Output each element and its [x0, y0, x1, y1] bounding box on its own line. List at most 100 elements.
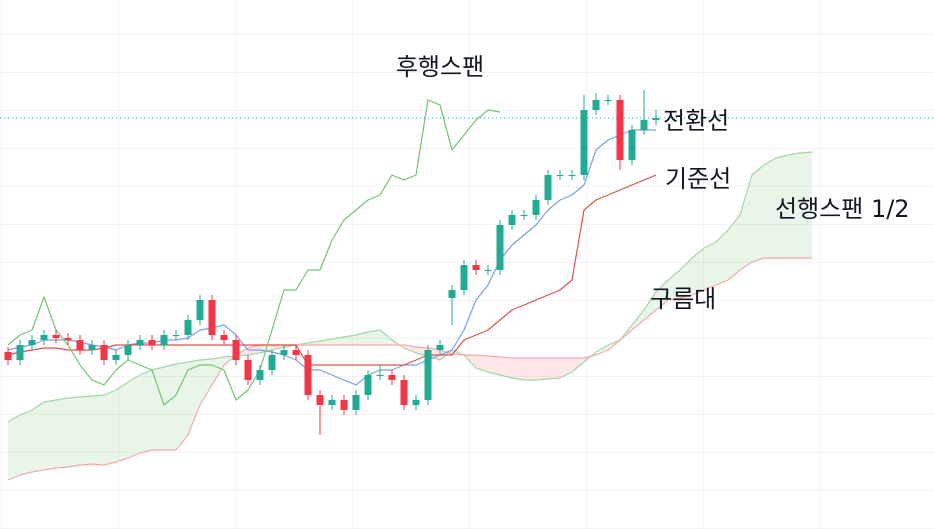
cloud-segment — [716, 230, 728, 285]
leading-span-b — [7, 257, 812, 481]
candle-body — [40, 335, 48, 340]
cloud-segment — [800, 152, 812, 258]
cloud-segment — [728, 215, 740, 280]
cloud-segment — [356, 332, 368, 345]
candle-body — [328, 400, 336, 405]
candle-body — [616, 100, 624, 160]
lagging-span-label: 후행스팬 — [396, 53, 484, 81]
cloud-segment — [788, 153, 800, 258]
leading-span-label: 선행스팬 1/2 — [775, 195, 910, 223]
cloud-segment — [524, 358, 536, 380]
cloud-segment — [488, 356, 500, 375]
candle-body — [256, 370, 264, 380]
cloud-segment — [740, 175, 752, 270]
base-line-label: 기준선 — [665, 165, 731, 193]
cloud-segment — [176, 362, 188, 450]
cloud-segment — [548, 358, 560, 379]
candle-body — [124, 345, 132, 355]
candle-body — [148, 340, 156, 345]
conversion-line-label: 전환선 — [663, 107, 729, 135]
candle-body — [172, 335, 180, 336]
cloud-segment — [572, 358, 584, 372]
candle-body — [160, 335, 168, 345]
candle-body — [100, 345, 108, 360]
cloud-segment — [128, 375, 140, 458]
cloud-segment — [380, 330, 392, 345]
cloud-segment — [116, 382, 128, 462]
candle-body — [184, 320, 192, 335]
candle-layer — [4, 90, 660, 435]
cloud-segment — [764, 158, 776, 258]
cloud-segment — [140, 370, 152, 453]
cloud-segment — [368, 330, 380, 345]
cloud-segment — [476, 355, 488, 372]
candle-body — [604, 100, 612, 101]
cloud-segment — [44, 400, 56, 470]
candle-body — [640, 120, 648, 130]
candle-body — [496, 225, 504, 270]
candle-body — [436, 345, 444, 350]
candle-body — [592, 100, 600, 110]
cloud-segment — [56, 398, 68, 468]
candle-body — [76, 340, 84, 350]
cloud-segment — [92, 395, 104, 465]
cloud-segment — [776, 155, 788, 258]
candle-body — [460, 265, 468, 290]
candle-body — [28, 340, 36, 345]
cloud-segment — [164, 364, 176, 450]
candle-body — [112, 355, 120, 360]
candle-body — [520, 215, 528, 216]
candle-body — [556, 175, 564, 176]
cloud-segment — [32, 402, 44, 472]
cloud-segment — [344, 335, 356, 345]
candle-body — [484, 270, 492, 271]
candle-body — [136, 340, 144, 345]
cloud-layer — [7, 151, 813, 481]
candle-body — [244, 360, 252, 380]
cloud-segment — [536, 358, 548, 380]
candle-body — [652, 118, 660, 120]
leading-span-a — [7, 151, 813, 423]
candle-body — [448, 290, 456, 298]
candle-body — [64, 338, 72, 340]
cloud-segment — [692, 248, 704, 295]
indicator-line — [7, 174, 657, 366]
candle-body — [280, 350, 288, 355]
cloud-segment — [20, 410, 32, 475]
cloud-segment — [80, 396, 92, 465]
candle-body — [508, 215, 516, 225]
cloud-segment — [752, 165, 764, 262]
cloud-label: 구름대 — [650, 285, 716, 313]
cloud-segment — [500, 357, 512, 378]
indicator-line — [7, 99, 501, 406]
candle-body — [292, 350, 300, 355]
candle-body — [4, 352, 12, 360]
cloud-segment — [8, 415, 20, 480]
cloud-segment — [596, 345, 608, 355]
cloud-segment — [512, 358, 524, 380]
cloud-segment — [68, 397, 80, 467]
candle-body — [232, 340, 240, 360]
candle-body — [628, 130, 636, 160]
candle-body — [220, 335, 228, 340]
candle-body — [532, 200, 540, 215]
candle-body — [580, 110, 588, 175]
cloud-segment — [680, 258, 692, 298]
candle-body — [400, 380, 408, 405]
candle-body — [196, 300, 204, 320]
candle-body — [544, 175, 552, 200]
candle-body — [424, 350, 432, 400]
cloud-segment — [704, 242, 716, 290]
candle-body — [568, 175, 576, 176]
candle-body — [268, 355, 276, 370]
candle-body — [352, 395, 360, 410]
cloud-segment — [188, 360, 200, 435]
cloud-segment — [212, 357, 224, 385]
cloud-segment — [200, 359, 212, 405]
candle-body — [52, 335, 60, 338]
cloud-segment — [632, 310, 644, 330]
candle-body — [88, 345, 96, 350]
candle-body — [340, 400, 348, 410]
candle-body — [304, 355, 312, 395]
